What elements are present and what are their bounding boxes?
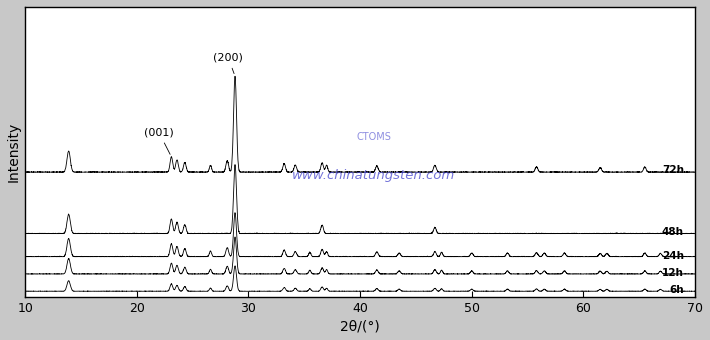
Text: 48h: 48h [662, 227, 684, 237]
Text: 12h: 12h [662, 268, 684, 278]
Text: 6h: 6h [670, 286, 684, 295]
Text: (001): (001) [144, 128, 174, 154]
Text: CTOMS: CTOMS [356, 133, 391, 142]
Text: www.chinatungsten.com: www.chinatungsten.com [292, 169, 455, 182]
Text: 72h: 72h [662, 165, 684, 175]
Y-axis label: Intensity: Intensity [7, 122, 21, 182]
X-axis label: 2θ/(°): 2θ/(°) [340, 319, 380, 333]
Text: 24h: 24h [662, 251, 684, 260]
Text: (200): (200) [214, 53, 244, 73]
